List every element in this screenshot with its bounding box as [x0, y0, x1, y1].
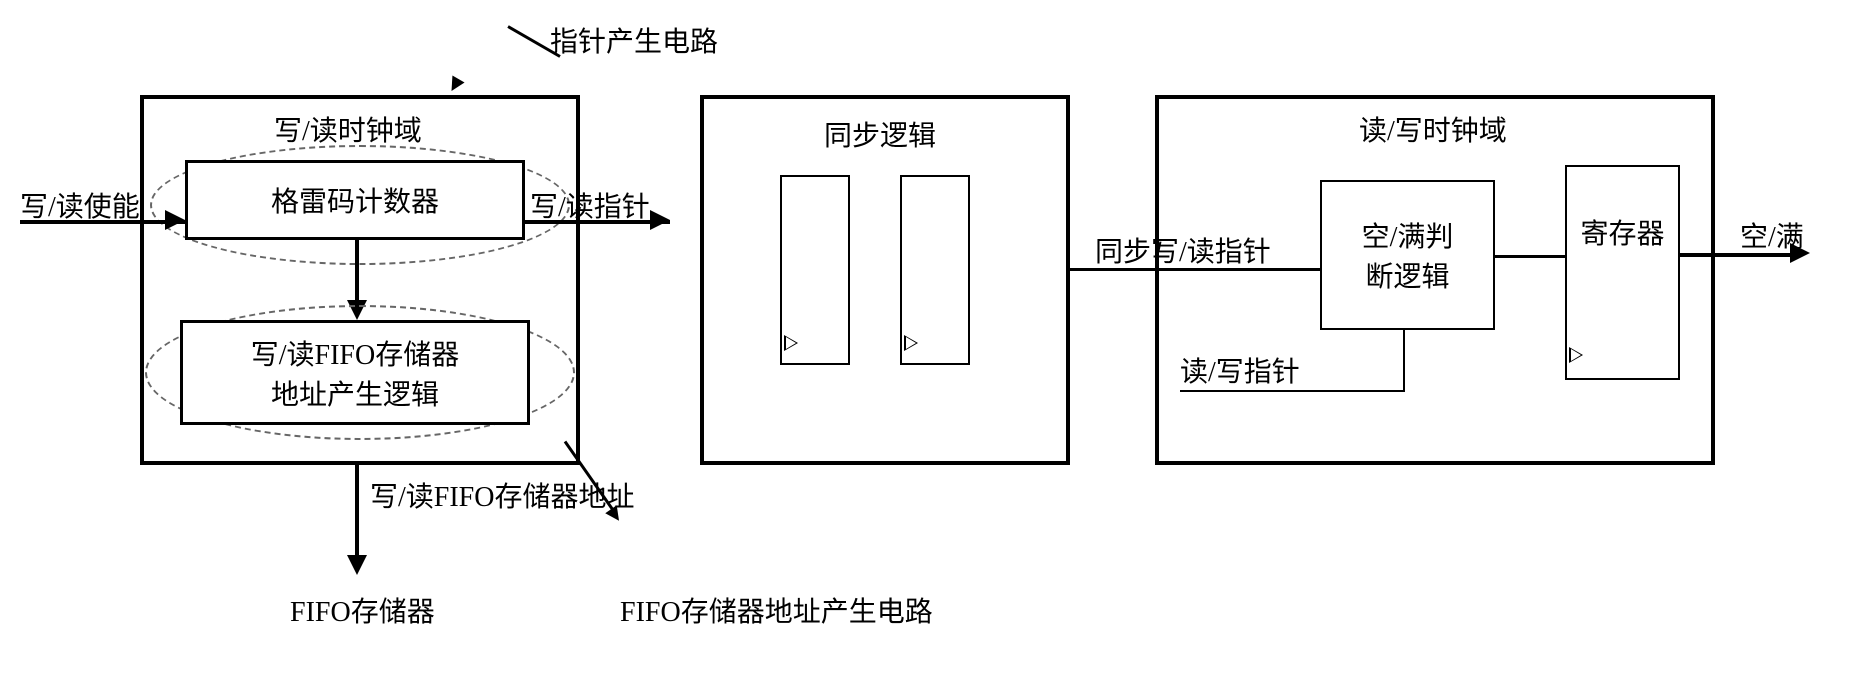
register-box: 寄存器 [1565, 165, 1680, 380]
label-register: 寄存器 [1580, 212, 1664, 252]
line-logic-to-reg [1495, 255, 1565, 258]
leader-arrow [445, 75, 464, 94]
label-fifo-memory: FIFO存储器 [290, 590, 435, 630]
sync-reg-1 [780, 175, 850, 365]
sync-logic-box: 同步逻辑 [700, 95, 1070, 465]
arrow-pointer-line [525, 220, 670, 224]
label-write-read-clock-domain: 写/读时钟域 [274, 109, 422, 149]
arrow-memaddr-line [355, 465, 359, 565]
label-gray-counter: 格雷码计数器 [271, 180, 439, 220]
label-fifo-addr-gen-circuit: FIFO存储器地址产生电路 [620, 590, 933, 630]
label-sync-write-read-pointer: 同步写/读指针 [1095, 230, 1271, 270]
gray-code-counter-box: 格雷码计数器 [185, 160, 525, 240]
arrow-enable-line [20, 220, 185, 224]
line-rw-pointer-v [1403, 330, 1405, 392]
label-pointer-gen-circuit: 指针产生电路 [550, 20, 718, 60]
label-read-write-clock-domain: 读/写时钟域 [1359, 109, 1507, 149]
clk-triangle-icon [904, 335, 918, 351]
label-empty-full: 空/满 [1740, 215, 1804, 255]
arrow-enable-head [165, 210, 185, 230]
line-sync-pointer [1155, 268, 1320, 271]
label-empty-full-line1: 空/满判 [1362, 215, 1454, 255]
label-write-read-pointer: 写/读指针 [530, 185, 650, 225]
clk-triangle-icon [784, 335, 798, 351]
label-fifo-addr-gen-line1: 写/读FIFO存储器 [251, 333, 459, 373]
arrow-down-head [347, 300, 367, 320]
empty-full-logic-box: 空/满判 断逻辑 [1320, 180, 1495, 330]
label-empty-full-line2: 断逻辑 [1365, 255, 1449, 295]
arrow-pointer-head [650, 210, 670, 230]
fifo-addr-gen-logic-box: 写/读FIFO存储器 地址产生逻辑 [180, 320, 530, 425]
fifo-block-diagram: 指针产生电路 写/读时钟域 格雷码计数器 写/读使能 写/读指针 写/读FIFO… [20, 20, 1843, 669]
label-sync-logic: 同步逻辑 [824, 114, 936, 154]
line-rw-pointer-h [1180, 390, 1405, 392]
label-write-read-enable: 写/读使能 [20, 185, 140, 225]
sync-reg-2 [900, 175, 970, 365]
clk-triangle-icon [1569, 347, 1583, 363]
label-fifo-addr-gen-line2: 地址产生逻辑 [271, 373, 439, 413]
arrow-memaddr-head [347, 555, 367, 575]
label-read-write-pointer: 读/写指针 [1180, 350, 1300, 390]
